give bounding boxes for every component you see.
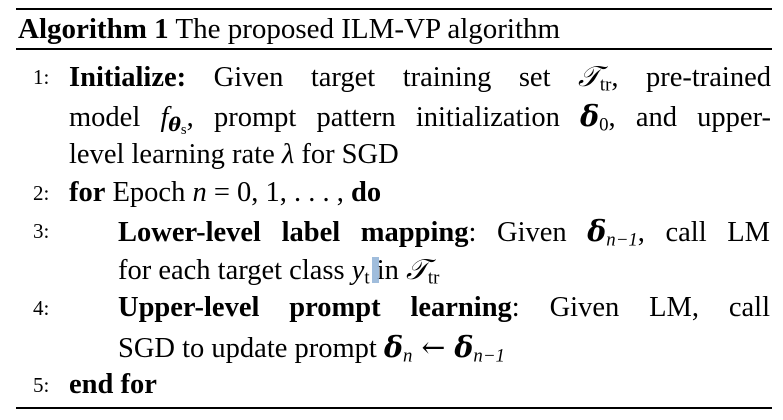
- algorithm-caption: Algorithm 1 The proposed ILM-VP algorith…: [18, 12, 560, 46]
- step-4-keyword: Upper-level prompt learning: [118, 292, 512, 323]
- step-2-number: 2:: [33, 181, 50, 205]
- algorithm-label: Algorithm 1: [18, 13, 169, 45]
- left-arrow-icon: ←: [412, 331, 455, 364]
- model-symbol: f: [160, 102, 169, 133]
- step-1-text: Initialize: Given target training set 𝒯t…: [69, 60, 771, 96]
- step-3-keyword: Lower-level label mapping: [118, 217, 469, 248]
- step-1-number: 1:: [33, 65, 50, 89]
- for-keyword: for: [69, 177, 106, 208]
- step-1-keyword: Initialize:: [69, 62, 187, 93]
- top-rule: [16, 8, 772, 10]
- target-set-symbol-2: 𝒯: [406, 253, 428, 286]
- do-keyword: do: [351, 177, 382, 208]
- delta-prev-symbol: δ: [587, 214, 607, 248]
- delta-n-symbol: δ: [383, 330, 403, 364]
- algorithm-title: The proposed ILM-VP algorithm: [175, 13, 561, 45]
- text-cursor: [371, 257, 379, 283]
- target-set-symbol: 𝒯: [578, 60, 600, 93]
- step-5-number: 5:: [33, 373, 50, 397]
- class-variable: y: [351, 255, 365, 286]
- step-3-number: 3:: [33, 219, 50, 243]
- epoch-variable: n: [192, 177, 207, 208]
- lambda-symbol: λ: [281, 139, 295, 170]
- end-for-keyword: end for: [69, 369, 157, 400]
- step-4-number: 4:: [33, 296, 50, 320]
- delta-0-symbol: δ: [580, 99, 600, 133]
- delta-prev-symbol-2: δ: [454, 330, 474, 364]
- caption-rule: [16, 48, 772, 50]
- bottom-rule: [16, 407, 772, 409]
